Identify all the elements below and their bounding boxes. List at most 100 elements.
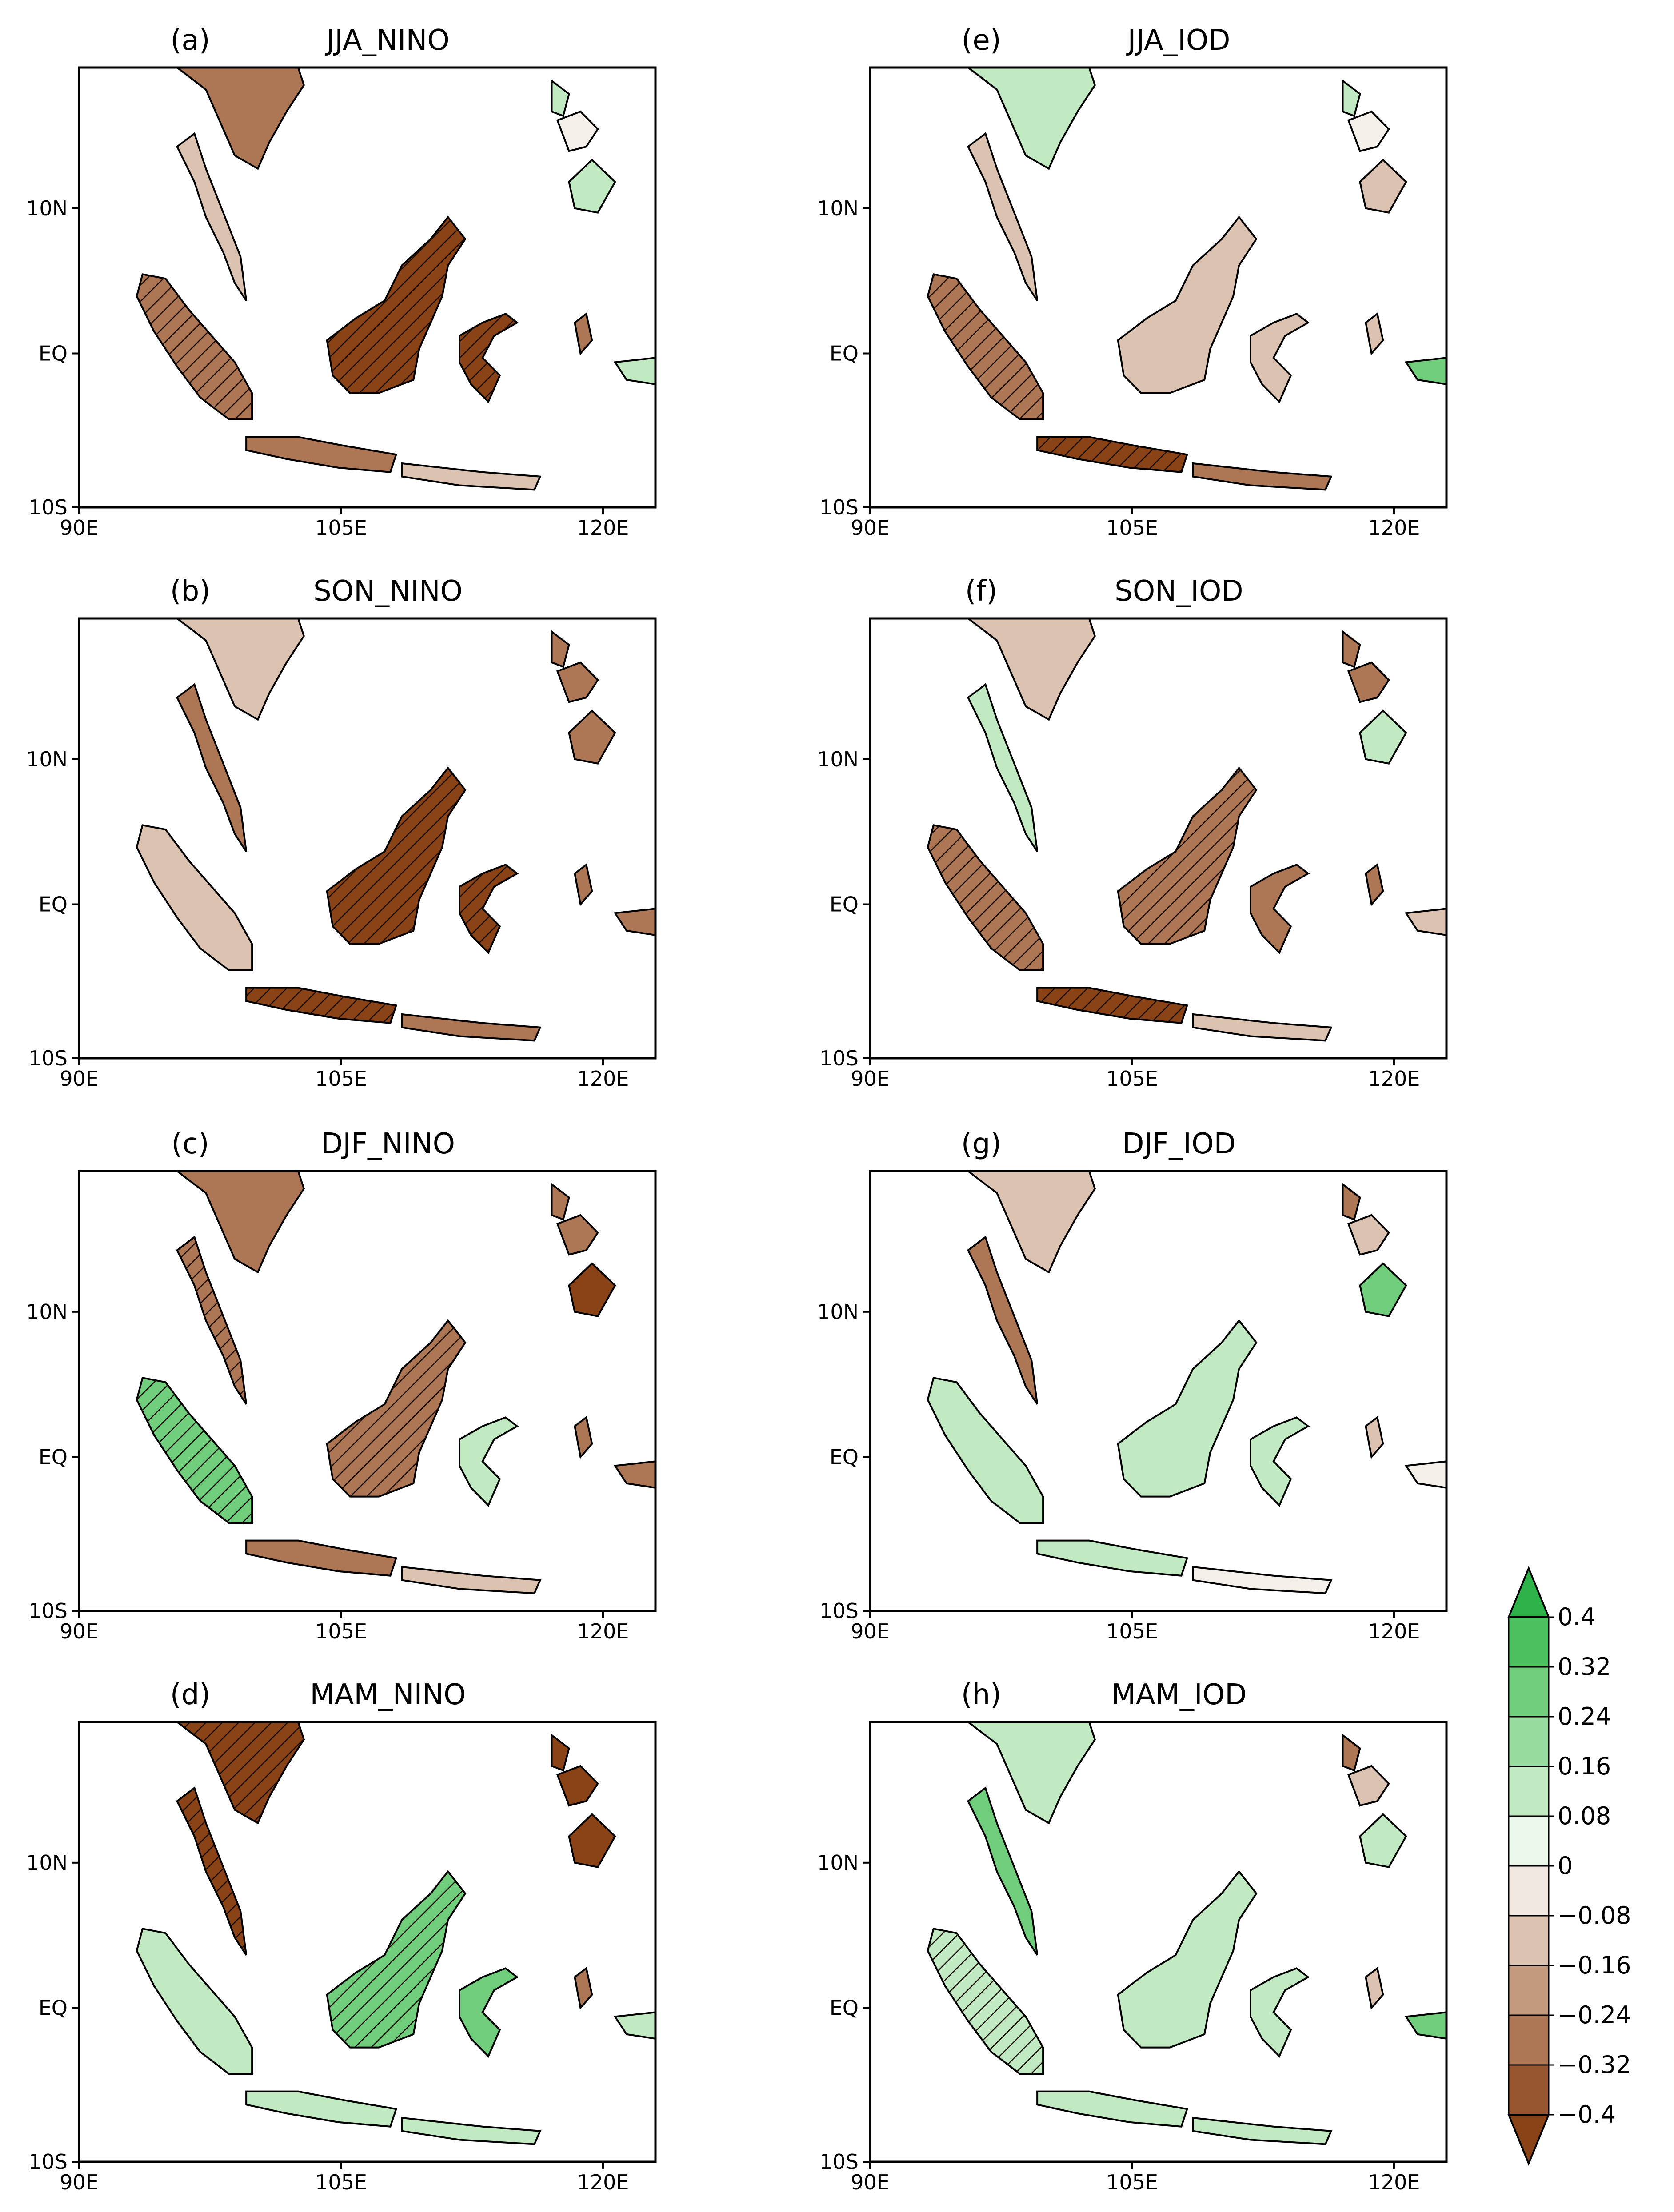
lon-tick-label: 105E xyxy=(1106,2170,1158,2194)
land-visayas xyxy=(556,1214,599,1256)
lon-tick-label: 105E xyxy=(1106,516,1158,540)
land-luzon xyxy=(1342,1733,1361,1772)
panel-frame xyxy=(869,1170,1448,1612)
land-luzon xyxy=(1342,79,1361,117)
lon-tick-label: 90E xyxy=(60,1067,99,1091)
panel-title: MAM_IOD xyxy=(1111,1678,1247,1711)
lat-tick-label: 10S xyxy=(28,1046,68,1070)
land-moluccas xyxy=(1365,312,1384,355)
land-visayas xyxy=(1347,661,1390,703)
lon-tick-label: 90E xyxy=(851,1067,890,1091)
land-mindanao xyxy=(568,1813,616,1868)
lon-tick-label: 120E xyxy=(1368,2170,1420,2194)
land-luzon xyxy=(1342,630,1361,668)
land-moluccas xyxy=(574,1415,593,1459)
panel-title: MAM_NINO xyxy=(310,1678,466,1711)
land-sumatra xyxy=(136,824,253,971)
panel-frame xyxy=(869,1721,1448,2163)
colorbar-label: −0.4 xyxy=(1558,2100,1616,2128)
lat-tick-label: 10S xyxy=(28,495,68,519)
panel-letter: (a) xyxy=(170,24,210,57)
land-sulawesi xyxy=(1250,313,1310,403)
land-java xyxy=(1036,1539,1188,1577)
lon-tick-label: 105E xyxy=(1106,1067,1158,1091)
colorbar-label: 0.16 xyxy=(1558,1752,1611,1780)
colorbar-segment xyxy=(1508,1815,1550,1867)
significance-hatch xyxy=(136,1378,252,1523)
land-newguinea xyxy=(613,2011,656,2040)
land-lesser xyxy=(1192,1566,1333,1594)
significance-hatch xyxy=(327,217,465,393)
land-masses xyxy=(136,618,656,1042)
significance-hatch xyxy=(327,1871,465,2048)
lon-tick-label: 90E xyxy=(851,2170,890,2194)
land-lesser xyxy=(401,2116,542,2145)
land-malay xyxy=(967,1786,1039,1956)
colorbar-arrow-top xyxy=(1507,1566,1550,1618)
lon-tick-label: 105E xyxy=(315,1067,367,1091)
lat-tick-label: 10N xyxy=(817,747,859,771)
land-java xyxy=(245,2090,398,2128)
lat-tick-label: EQ xyxy=(39,342,68,366)
land-masses xyxy=(927,1170,1447,1594)
land-masses xyxy=(136,1170,656,1594)
colorbar-segment xyxy=(1508,2064,1550,2116)
land-lesser xyxy=(401,462,542,491)
panel-letter: (d) xyxy=(170,1678,211,1711)
colorbar-label: 0.08 xyxy=(1558,1802,1611,1830)
colorbar-label: −0.16 xyxy=(1558,1951,1631,1979)
land-borneo xyxy=(1117,1870,1258,2049)
lat-tick-label: 10N xyxy=(26,1851,68,1875)
lon-tick-label: 90E xyxy=(60,1619,99,1643)
land-visayas xyxy=(1347,110,1390,152)
panel-title: DJF_IOD xyxy=(1122,1128,1236,1160)
lat-tick-label: 10N xyxy=(817,196,859,220)
panel-frame xyxy=(78,66,657,509)
land-luzon xyxy=(551,1182,570,1221)
land-borneo xyxy=(1117,1319,1258,1498)
panel-title: JJA_IOD xyxy=(1126,24,1231,57)
land-moluccas xyxy=(574,312,593,355)
colorbar-label: −0.08 xyxy=(1558,1901,1631,1929)
panel-title: JJA_NINO xyxy=(324,24,449,57)
lat-tick-label: 10S xyxy=(819,1599,859,1623)
land-moluccas xyxy=(1365,863,1384,906)
lon-tick-label: 90E xyxy=(60,516,99,540)
lon-tick-label: 120E xyxy=(1368,1619,1420,1643)
significance-hatch xyxy=(927,825,1043,970)
lat-tick-label: 10N xyxy=(26,747,68,771)
land-java xyxy=(245,436,398,473)
land-newguinea xyxy=(613,1460,656,1489)
lat-tick-label: 10S xyxy=(28,1599,68,1623)
colorbar-segment xyxy=(1508,1716,1550,1767)
land-newguinea xyxy=(1404,908,1447,937)
panel-frame xyxy=(869,66,1448,509)
land-java xyxy=(1036,2090,1188,2128)
colorbar-segment xyxy=(1508,1766,1550,1817)
significance-hatch xyxy=(177,1237,247,1404)
colorbar-segment xyxy=(1508,1915,1550,1966)
significance-hatch xyxy=(177,1722,304,1823)
colorbar-label: −0.32 xyxy=(1558,2051,1631,2079)
land-mindanao xyxy=(568,159,616,214)
colorbar-segment xyxy=(1508,1865,1550,1917)
land-mindanao xyxy=(568,709,616,765)
significance-hatch xyxy=(927,274,1043,419)
significance-hatch xyxy=(927,1929,1043,2074)
colorbar-segment xyxy=(1508,1965,1550,2016)
panel-frame xyxy=(78,617,657,1060)
lat-tick-label: 10S xyxy=(819,1046,859,1070)
significance-hatch xyxy=(1118,768,1256,944)
lat-tick-label: 10S xyxy=(28,2150,68,2174)
significance-hatch xyxy=(1037,437,1187,472)
land-newguinea xyxy=(613,908,656,937)
land-visayas xyxy=(556,661,599,703)
panel-letter: (g) xyxy=(961,1128,1002,1160)
